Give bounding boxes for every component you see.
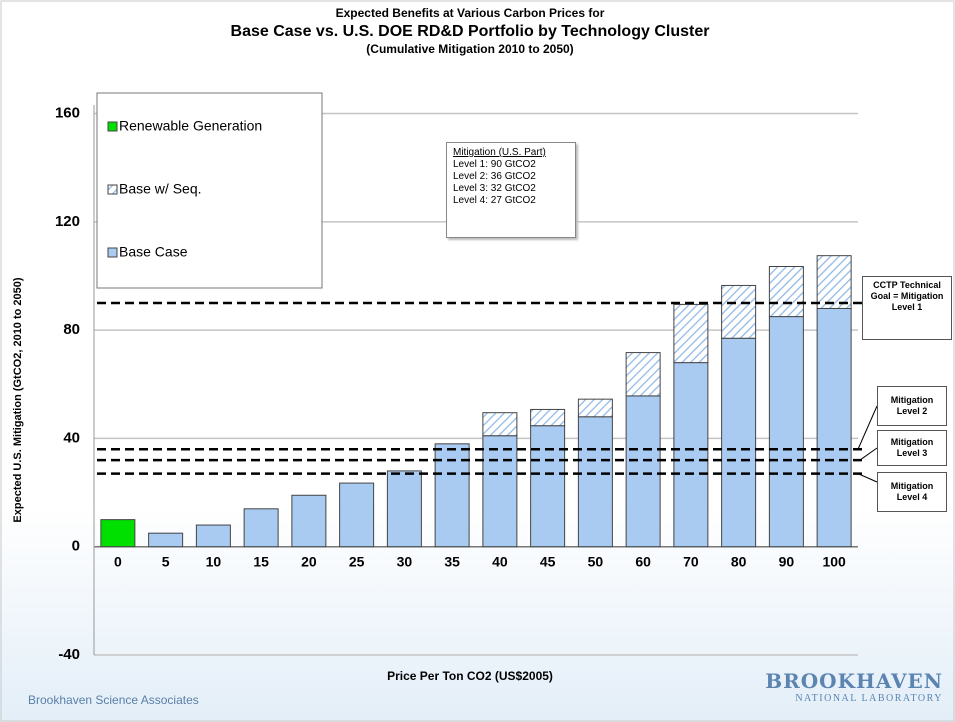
chart-title: Expected Benefits at Various Carbon Pric…	[336, 6, 605, 20]
callout: Mitigation Level 2	[877, 386, 947, 426]
callout-arrow	[857, 405, 878, 450]
legend-box	[96, 92, 323, 289]
chart-title: (Cumulative Mitigation 2010 to 2050)	[366, 42, 573, 56]
bar-segment	[148, 532, 184, 548]
bar-segment	[291, 494, 327, 548]
x-tick-label: 5	[162, 554, 170, 570]
annotation-box: Mitigation (U.S. Part) Level 1: 90 GtCO2 L…	[446, 142, 576, 238]
bar-segment	[768, 316, 804, 548]
logo-subtitle: NATIONAL LABORATORY	[795, 693, 943, 704]
x-tick-label: 90	[779, 554, 795, 570]
callout: Mitigation Level 4	[877, 472, 947, 512]
x-tick-label: 40	[492, 554, 508, 570]
x-tick-label: 35	[444, 554, 460, 570]
legend-label: Base w/ Seq.	[119, 181, 202, 197]
legend-label: Renewable Generation	[119, 118, 262, 134]
x-tick-label: 100	[822, 554, 846, 570]
bar-segment	[577, 398, 613, 418]
bar-segment	[530, 425, 566, 548]
x-tick-label: 20	[301, 554, 317, 570]
x-tick-label: 70	[683, 554, 699, 570]
bar-segment	[482, 412, 518, 437]
y-tick-label: 0	[72, 538, 80, 555]
annotation-line: Level 1: 90 GtCO2	[453, 159, 536, 170]
x-tick-label: 50	[588, 554, 604, 570]
bar-segment	[577, 416, 613, 548]
y-axis-label: Expected U.S. Mitigation (GtCO2, 2010 to…	[12, 277, 24, 522]
legend-swatch	[107, 184, 118, 195]
bar-segment	[100, 519, 136, 548]
bar-segment	[721, 337, 757, 548]
legend-swatch	[107, 121, 118, 132]
legend-swatch	[107, 247, 118, 258]
x-tick-label: 45	[540, 554, 556, 570]
y-tick-label: 160	[55, 105, 80, 122]
annotation-line: Level 2: 36 GtCO2	[453, 171, 536, 182]
bar-segment	[339, 482, 375, 548]
bar-segment	[768, 266, 804, 318]
bar-segment	[386, 470, 422, 548]
annotation-line: Mitigation (U.S. Part)	[453, 147, 546, 158]
y-tick-label: -40	[58, 646, 80, 663]
chart-title: Base Case vs. U.S. DOE RD&D Portfolio by…	[231, 23, 710, 40]
bar-segment	[625, 395, 661, 548]
bar-segment	[195, 524, 231, 548]
y-tick-label: 40	[63, 429, 80, 446]
callout: CCTP Technical Goal = Mitigation Level 1	[862, 276, 952, 340]
x-tick-label: 15	[253, 554, 269, 570]
bar-segment	[721, 284, 757, 339]
bar-segment	[625, 352, 661, 397]
x-tick-label: 25	[349, 554, 365, 570]
callout-arrow	[857, 473, 878, 483]
plot: -40 0 40 80 120 160 0 5 10 15 20 25 30 35 40 45 50 60 70 80…	[55, 92, 881, 663]
y-tick-label: 120	[55, 213, 80, 230]
logo: BROOKHAVEN NATIONAL LABORATORY	[765, 669, 943, 704]
bar-segment	[673, 362, 709, 548]
bar-segment	[530, 408, 566, 427]
x-tick-label: 10	[206, 554, 222, 570]
legend-label: Base Case	[119, 244, 188, 260]
callout-arrow	[859, 447, 878, 461]
bar-segment	[816, 255, 852, 309]
bar-segment	[816, 307, 852, 548]
x-tick-label: 80	[731, 554, 747, 570]
x-axis-label: Price Per Ton CO2 (US$2005)	[387, 669, 553, 683]
annotation-line: Level 4: 27 GtCO2	[453, 195, 536, 206]
annotation-line: Level 3: 32 GtCO2	[453, 183, 536, 194]
bar-segment	[243, 508, 279, 548]
logo-name: BROOKHAVEN	[765, 669, 943, 693]
x-tick-label: 30	[397, 554, 413, 570]
x-tick-label: 0	[114, 554, 122, 570]
y-tick-label: 80	[63, 321, 80, 338]
footer: Brookhaven Science Associates	[28, 693, 199, 707]
callout: Mitigation Level 3	[877, 430, 947, 466]
bar-segment	[482, 435, 518, 548]
x-tick-label: 60	[635, 554, 651, 570]
bar-segment	[673, 303, 709, 364]
